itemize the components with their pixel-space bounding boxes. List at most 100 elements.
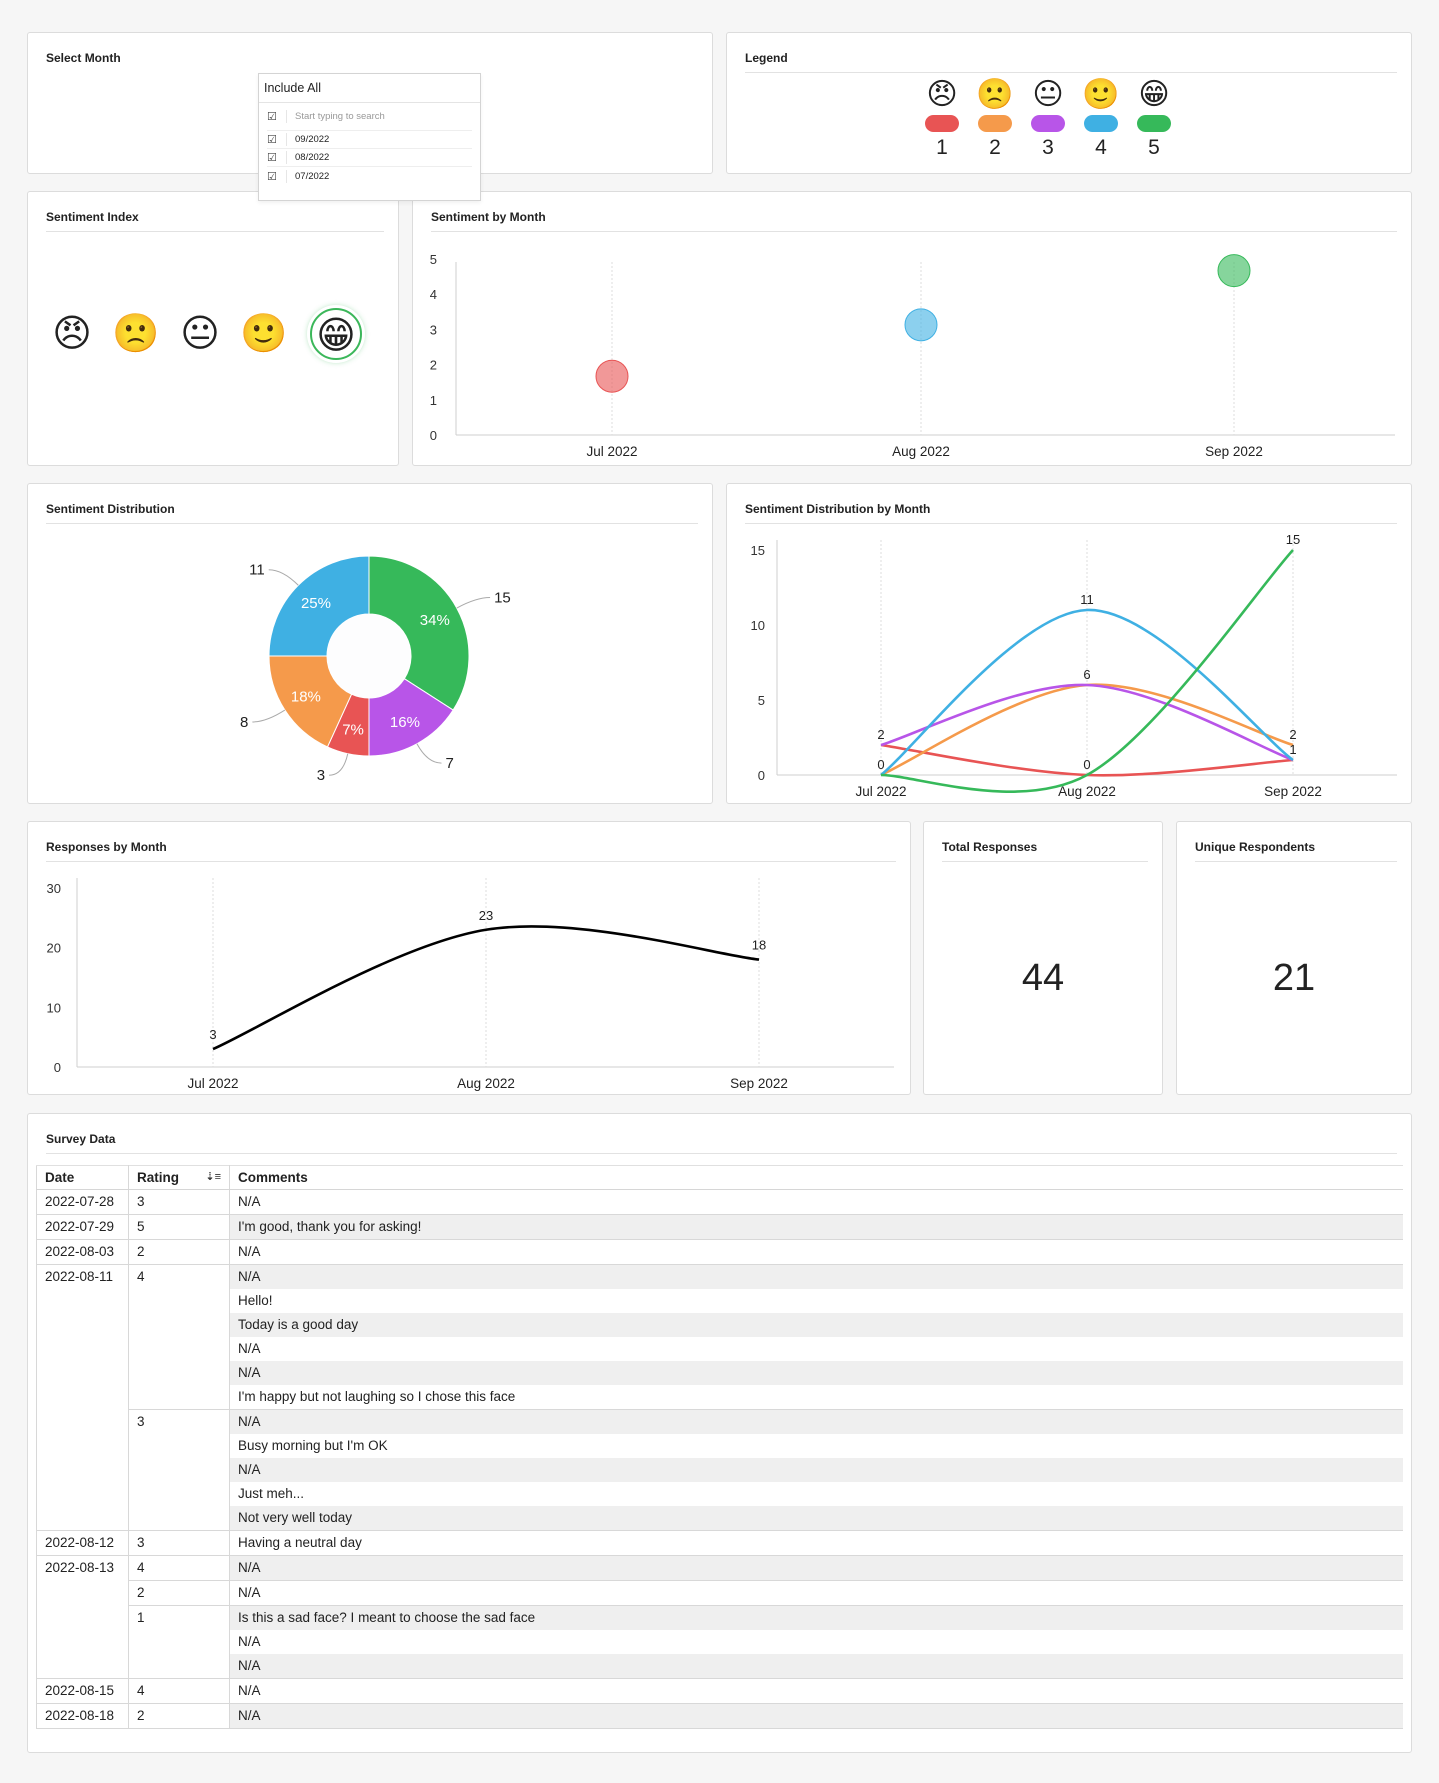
- y-tick-label: 10: [47, 1000, 61, 1015]
- legend-item: 😠 1: [922, 77, 962, 161]
- date-cell: [36, 1409, 129, 1434]
- table-row: Busy morning but I'm OK: [36, 1434, 1404, 1458]
- column-header-rating[interactable]: Rating ⇣≡: [128, 1165, 230, 1190]
- sentiment-index-panel: Sentiment Index 😠 🙁 😐 🙂 😁: [27, 191, 399, 466]
- slice-value-label: 11: [249, 562, 265, 579]
- month-search-input[interactable]: Start typing to search: [295, 111, 385, 122]
- legend-swatch: [978, 115, 1012, 132]
- date-cell: [36, 1605, 129, 1630]
- rating-cell: 1: [128, 1605, 230, 1630]
- y-tick-label: 3: [430, 322, 437, 337]
- slice-value-label: 3: [317, 767, 325, 784]
- series-line: [880, 549, 1294, 793]
- month-option-label: 07/2022: [295, 170, 330, 182]
- legend-swatch: [1031, 115, 1065, 132]
- legend-label: 1: [936, 136, 948, 159]
- comment-cell: N/A: [229, 1264, 1403, 1289]
- comment-cell: N/A: [229, 1239, 1403, 1265]
- x-tick-label: Sep 2022: [1264, 784, 1322, 799]
- date-cell: [36, 1289, 129, 1313]
- x-tick-label: Aug 2022: [1058, 784, 1116, 799]
- slice-leader-line: [252, 709, 286, 723]
- column-header-date[interactable]: Date: [36, 1165, 129, 1190]
- table-row: N/A: [36, 1654, 1403, 1679]
- data-point: [1217, 254, 1251, 288]
- rating-cell: [128, 1337, 230, 1361]
- data-label: 23: [479, 908, 493, 923]
- slice-percent-label: 7%: [342, 721, 364, 738]
- data-label: 2: [1289, 727, 1296, 742]
- rating-cell: [128, 1361, 230, 1385]
- panel-title: Select Month: [46, 51, 121, 65]
- table-row: 2022-08-03 2 N/A: [36, 1239, 1403, 1265]
- x-tick-label: Aug 2022: [892, 444, 950, 459]
- month-dropdown[interactable]: Include All ☑ Start typing to search ☑ 0…: [258, 73, 481, 201]
- panel-title: Sentiment by Month: [431, 210, 1397, 232]
- rating-cell: [128, 1313, 230, 1337]
- legend-swatch: [1084, 115, 1118, 132]
- panel-title: Survey Data: [46, 1132, 1397, 1154]
- grin-face-icon: 😁: [1138, 78, 1170, 111]
- month-option-label: 08/2022: [295, 152, 330, 163]
- smile-face-icon[interactable]: 🙂: [240, 313, 288, 355]
- total-responses-value: 44: [1021, 957, 1065, 999]
- rating-cell: [128, 1458, 230, 1482]
- month-option[interactable]: ☑ 09/2022: [267, 131, 472, 149]
- x-tick-label: Jul 2022: [187, 1076, 238, 1091]
- legend-label: 3: [1042, 136, 1054, 159]
- date-cell: [36, 1654, 129, 1679]
- comment-cell: Having a neutral day: [229, 1530, 1403, 1556]
- angry-face-icon[interactable]: 😠: [52, 313, 92, 355]
- sad-face-icon[interactable]: 🙁: [112, 313, 160, 355]
- table-row: 2022-08-11 4 N/A: [36, 1264, 1403, 1289]
- neutral-face-icon[interactable]: 😐: [180, 313, 220, 355]
- checkbox-icon[interactable]: ☑: [267, 151, 287, 164]
- comment-cell: N/A: [229, 1678, 1403, 1704]
- table-row: 1 Is this a sad face? I meant to choose t…: [36, 1605, 1403, 1630]
- checkbox-icon[interactable]: ☑: [267, 133, 287, 146]
- table-row: I'm happy but not laughing so I chose th…: [36, 1385, 1404, 1410]
- comment-cell: N/A: [229, 1703, 1403, 1729]
- comment-cell: N/A: [229, 1361, 1403, 1385]
- rating-cell: [128, 1482, 230, 1506]
- slice-leader-line: [456, 597, 491, 609]
- y-tick-label: 0: [54, 1060, 61, 1075]
- rating-cell: 3: [128, 1530, 230, 1556]
- sort-icon[interactable]: ⇣≡: [205, 1171, 221, 1183]
- checkbox-icon[interactable]: ☑: [267, 110, 287, 123]
- include-all-option[interactable]: Include All: [259, 74, 480, 103]
- comment-cell: Today is a good day: [229, 1313, 1403, 1337]
- month-option[interactable]: ☑ 08/2022: [267, 149, 472, 167]
- month-search-row[interactable]: ☑ Start typing to search: [267, 103, 472, 131]
- checkbox-icon[interactable]: ☑: [267, 169, 287, 183]
- smile-face-icon: 🙂: [1082, 78, 1120, 111]
- comment-cell: N/A: [229, 1458, 1403, 1482]
- date-cell: 2022-08-11: [36, 1264, 129, 1289]
- panel-title: Sentiment Distribution by Month: [745, 502, 1397, 524]
- column-header-comments[interactable]: Comments: [229, 1165, 1403, 1190]
- sentiment-distribution-chart: 34% 15 16% 7 7% 3 18% 8 25% 11: [240, 555, 511, 784]
- table-row: Today is a good day: [36, 1313, 1403, 1337]
- table-row: 2022-08-13 4 N/A: [36, 1555, 1403, 1581]
- grin-face-icon[interactable]: 😁: [310, 308, 362, 360]
- date-cell: 2022-08-15: [36, 1678, 129, 1704]
- rating-cell: 3: [128, 1409, 230, 1434]
- table-row: N/A: [36, 1361, 1403, 1385]
- legend-item: 🙂 4: [1081, 77, 1121, 161]
- responses-by-month-panel: Responses by Month 0 10 20 30 Jul 2022 Aug 20…: [27, 821, 911, 1095]
- y-tick-label: 2: [430, 358, 437, 373]
- total-responses-panel: Total Responses 44: [923, 821, 1163, 1095]
- panel-title: Responses by Month: [46, 840, 896, 862]
- x-tick-label: Jul 2022: [586, 444, 637, 459]
- donut-hole: [327, 614, 411, 698]
- date-cell: [36, 1385, 129, 1410]
- rating-cell: 2: [128, 1580, 230, 1606]
- column-header-label: Rating: [137, 1170, 179, 1185]
- sentiment-by-month-panel: Sentiment by Month 0 1 2 3 4 5 Jul 2022 Aug 202…: [412, 191, 1412, 466]
- slice-leader-line: [416, 743, 442, 764]
- y-tick-label: 0: [430, 428, 437, 443]
- month-option[interactable]: ☑ 07/2022: [267, 167, 472, 185]
- sentiment-distribution-panel: Sentiment Distribution 34% 15 16% 7 7% 3 18% 8 2…: [27, 483, 713, 804]
- table-row: Not very well today: [36, 1506, 1403, 1531]
